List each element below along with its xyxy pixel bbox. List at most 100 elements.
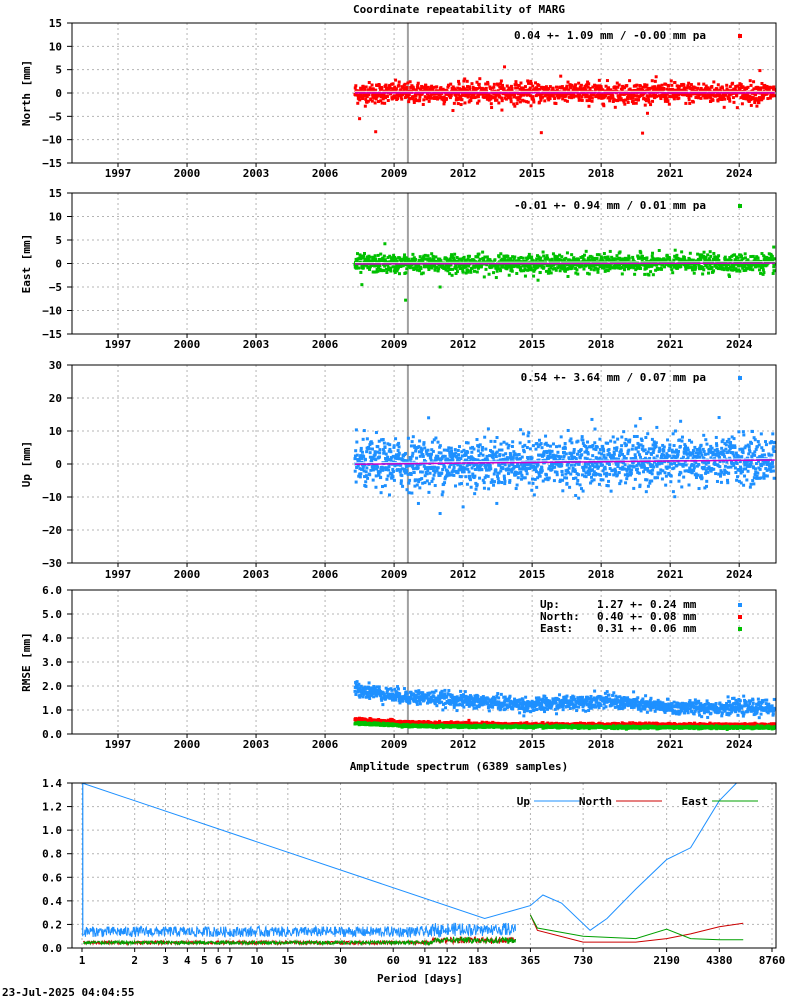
- data-point: [548, 444, 552, 448]
- data-point: [582, 258, 586, 262]
- data-point: [378, 264, 382, 268]
- data-point: [764, 459, 768, 463]
- data-point: [387, 468, 391, 472]
- data-point: [722, 105, 726, 109]
- data-point: [488, 86, 492, 90]
- data-point: [656, 476, 660, 480]
- data-point: [464, 451, 468, 455]
- data-point: [489, 480, 493, 484]
- data-point: [357, 95, 361, 99]
- data-point: [756, 256, 760, 260]
- data-point: [366, 476, 370, 480]
- data-point: [732, 437, 736, 441]
- data-point: [726, 465, 730, 469]
- data-point: [433, 484, 437, 488]
- outlier-point: [539, 131, 543, 135]
- data-point: [580, 98, 584, 102]
- data-point: [626, 474, 630, 478]
- data-point: [599, 85, 603, 89]
- data-point: [539, 453, 543, 457]
- data-point: [673, 455, 677, 459]
- data-point: [413, 267, 417, 271]
- data-point: [628, 438, 632, 442]
- data-point: [509, 458, 513, 462]
- data-point: [366, 258, 370, 262]
- data-point: [518, 467, 522, 471]
- data-point: [477, 445, 481, 449]
- data-point: [655, 464, 659, 468]
- data-point: [499, 469, 503, 473]
- data-point: [753, 453, 757, 457]
- data-point: [693, 86, 697, 90]
- data-point: [704, 84, 708, 88]
- data-point: [678, 438, 682, 442]
- data-point: [439, 95, 443, 99]
- data-point: [708, 259, 712, 263]
- y-tick-label: 15: [49, 17, 62, 30]
- data-point: [450, 455, 454, 459]
- data-point: [633, 453, 637, 457]
- data-point: [450, 470, 454, 474]
- data-point: [684, 264, 688, 268]
- data-point: [644, 99, 648, 103]
- data-point: [614, 265, 618, 269]
- y-tick-label: −15: [42, 328, 62, 341]
- data-point: [438, 445, 442, 449]
- data-point: [499, 79, 503, 83]
- data-point: [454, 484, 458, 488]
- data-point: [377, 455, 381, 459]
- data-point: [440, 471, 444, 475]
- data-point: [692, 260, 696, 264]
- data-point: [738, 460, 742, 464]
- data-point: [484, 267, 488, 271]
- data-point: [767, 453, 771, 457]
- data-point: [477, 82, 481, 86]
- data-point: [552, 461, 556, 465]
- data-point: [564, 452, 568, 456]
- data-point: [360, 456, 364, 460]
- data-point: [520, 477, 524, 481]
- data-point: [542, 90, 546, 94]
- data-point: [675, 94, 679, 98]
- data-point: [613, 446, 617, 450]
- data-point: [566, 266, 570, 270]
- data-point: [771, 271, 775, 275]
- data-point: [534, 470, 538, 474]
- data-point: [765, 468, 769, 472]
- data-point: [645, 478, 649, 482]
- data-point: [552, 454, 556, 458]
- data-point: [770, 440, 774, 444]
- data-point: [742, 467, 746, 471]
- data-point: [655, 94, 659, 98]
- data-point: [664, 82, 668, 86]
- data-point: [355, 465, 359, 469]
- data-point: [472, 447, 476, 451]
- data-point: [711, 450, 715, 454]
- data-point: [393, 96, 397, 100]
- data-point: [394, 437, 398, 441]
- data-point: [424, 449, 428, 453]
- data-point: [395, 269, 399, 273]
- data-point: [773, 87, 777, 91]
- data-point: [530, 488, 534, 492]
- data-point: [577, 81, 581, 85]
- data-point: [723, 468, 727, 472]
- data-point: [748, 464, 752, 468]
- data-point: [607, 479, 611, 483]
- data-point: [460, 92, 464, 96]
- data-point: [480, 448, 484, 452]
- data-point: [412, 256, 416, 260]
- data-point: [439, 459, 443, 463]
- data-point: [696, 96, 700, 100]
- data-point: [398, 470, 402, 474]
- data-point: [378, 470, 382, 474]
- data-point: [754, 93, 758, 97]
- data-point: [545, 451, 549, 455]
- data-point: [592, 478, 596, 482]
- data-point: [526, 434, 530, 438]
- data-point: [437, 451, 441, 455]
- data-point: [544, 434, 548, 438]
- data-point: [572, 476, 576, 480]
- data-point: [760, 453, 764, 457]
- data-point: [524, 259, 528, 263]
